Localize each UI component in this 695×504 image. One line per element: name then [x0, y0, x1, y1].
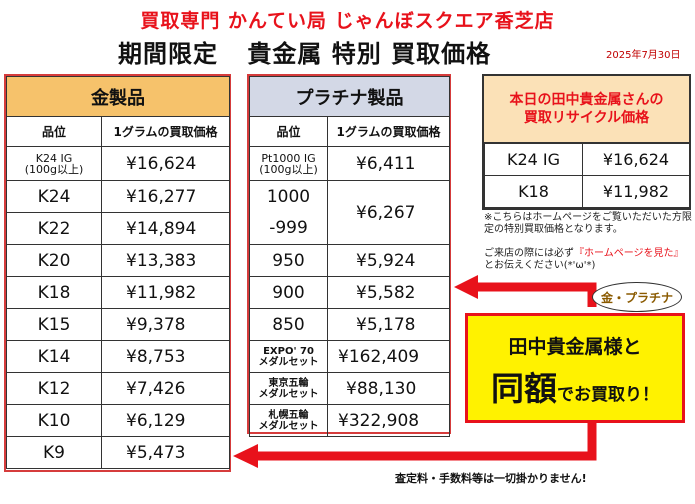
gold-grade-cell: K22	[6, 212, 102, 245]
gold-col-grade: 品位	[6, 116, 102, 147]
platinum-grade-cell: EXPO' 70 メダルセット	[249, 340, 328, 373]
reference-price-box: 本日の田中貴金属さんの 買取リサイクル価格 K24 IG ¥16,624 K18 ¥…	[482, 74, 691, 210]
shop-title: 買取専門 かんてい局 じゃんぼスクエア香芝店	[140, 10, 555, 32]
reference-price-table: K24 IG ¥16,624 K18 ¥11,982	[484, 143, 690, 208]
same-price-callout: 田中貴金属様と 同額でお買取り！	[465, 313, 685, 423]
table-row: 1000 ¥6,267	[249, 180, 450, 245]
visit-note: ご来店の際には必ず『ホームページを見た』とお伝えください(*'ω'*)	[484, 248, 684, 271]
callout-line1: 田中貴金属様と	[508, 336, 642, 358]
platinum-price-cell: ¥88,130	[327, 372, 450, 405]
reference-grade-cell: K18	[484, 175, 583, 208]
table-row: 札幌五輪 メダルセット ¥322,908	[249, 404, 450, 437]
platinum-table-title: プラチナ製品	[249, 76, 450, 117]
homepage-note: ※こちらはホームページをご覧いただいた方限定の特別買取価格となります。	[484, 212, 692, 235]
table-row: K12 ¥7,426	[6, 372, 230, 405]
table-row: K20 ¥13,383	[6, 244, 230, 277]
gold-table-frame: 金製品 品位 1グラムの買取価格 K24 IG (100g以上) ¥16,624 …	[4, 74, 231, 472]
date-label: 2025年7月30日	[606, 50, 681, 61]
platinum-price-cell: ¥322,908	[327, 404, 450, 437]
platinum-col-grade: 品位	[249, 116, 328, 147]
table-row: K14 ¥8,753	[6, 340, 230, 373]
platinum-price-cell: ¥5,178	[327, 308, 450, 341]
gold-grade-cell: K24	[6, 180, 102, 213]
table-row: EXPO' 70 メダルセット ¥162,409	[249, 340, 450, 373]
table-row: K24 IG ¥16,624	[484, 143, 690, 176]
fee-note: 査定料・手数料等は一切掛かりません!	[395, 472, 587, 485]
gold-grade-cell: K10	[6, 404, 102, 437]
table-row: K24 IG (100g以上) ¥16,624	[6, 146, 230, 181]
gold-price-cell: ¥16,277	[101, 180, 230, 213]
gold-grade-cell: K18	[6, 276, 102, 309]
gold-grade-cell: K12	[6, 372, 102, 405]
gold-price-cell: ¥6,129	[101, 404, 230, 437]
table-row: 850 ¥5,178	[249, 308, 450, 341]
platinum-table-frame: プラチナ製品 品位 1グラムの買取価格 Pt1000 IG (100g以上) ¥6…	[247, 74, 451, 437]
table-row: K24 ¥16,277	[6, 180, 230, 213]
platinum-grade-cell: 950	[249, 244, 328, 277]
table-row: -999	[249, 212, 450, 245]
gold-price-cell: ¥7,426	[101, 372, 230, 405]
platinum-price-cell: ¥162,409	[327, 340, 450, 373]
gold-price-table: 金製品 品位 1グラムの買取価格 K24 IG (100g以上) ¥16,624 …	[6, 76, 230, 469]
platinum-grade-cell: Pt1000 IG (100g以上)	[249, 146, 328, 181]
gold-price-cell: ¥5,473	[101, 436, 230, 469]
table-row: K10 ¥6,129	[6, 404, 230, 437]
callout-line2: 同額でお買取り！	[491, 369, 659, 408]
table-row: K18 ¥11,982	[484, 175, 690, 208]
gold-grade-cell: K14	[6, 340, 102, 373]
platinum-grade-cell: 1000	[249, 180, 328, 213]
platinum-price-cell: ¥6,267	[327, 180, 450, 245]
platinum-price-table: プラチナ製品 品位 1グラムの買取価格 Pt1000 IG (100g以上) ¥6…	[249, 76, 450, 437]
title-metals: 貴金属 特別 買取価格	[247, 40, 492, 68]
platinum-price-cell: ¥5,924	[327, 244, 450, 277]
gold-grade-cell: K15	[6, 308, 102, 341]
gold-table-title: 金製品	[6, 76, 230, 117]
table-row: 900 ¥5,582	[249, 276, 450, 309]
page-title: 期間限定 貴金属 特別 買取価格	[118, 34, 511, 69]
table-row: K9 ¥5,473	[6, 436, 230, 469]
reference-price-cell: ¥11,982	[582, 175, 690, 208]
table-row: K15 ¥9,378	[6, 308, 230, 341]
gold-price-cell: ¥16,624	[101, 146, 230, 181]
platinum-grade-cell: 900	[249, 276, 328, 309]
gold-col-price: 1グラムの買取価格	[101, 116, 230, 147]
reference-price-cell: ¥16,624	[582, 143, 690, 176]
platinum-price-cell: ¥5,582	[327, 276, 450, 309]
platinum-col-price: 1グラムの買取価格	[327, 116, 450, 147]
gold-grade-cell: K24 IG (100g以上)	[6, 146, 102, 181]
platinum-grade-cell: -999	[249, 212, 328, 245]
gold-platinum-bubble: 金・プラチナ	[592, 282, 682, 312]
reference-price-title: 本日の田中貴金属さんの 買取リサイクル価格	[484, 76, 689, 143]
title-period: 期間限定	[118, 40, 218, 68]
gold-grade-cell: K20	[6, 244, 102, 277]
table-row: 950 ¥5,924	[249, 244, 450, 277]
platinum-grade-cell: 札幌五輪 メダルセット	[249, 404, 328, 437]
